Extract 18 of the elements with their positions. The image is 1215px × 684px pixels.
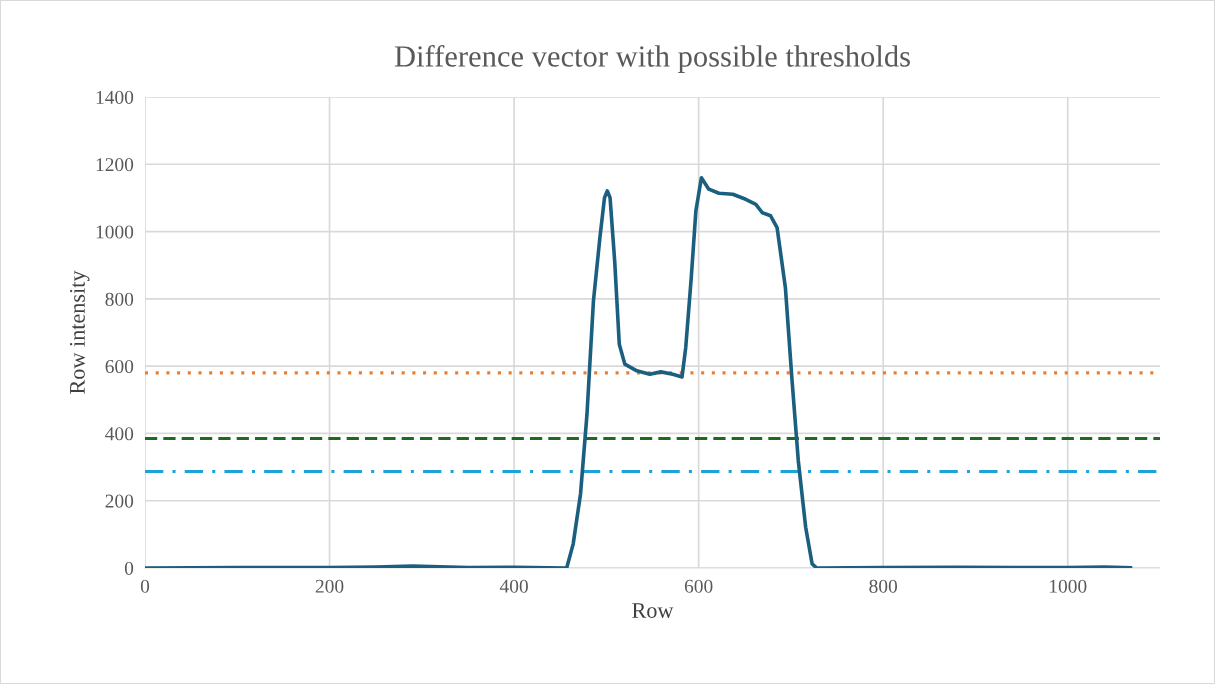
x-tick-label: 800	[869, 579, 898, 593]
x-tick-label: 1000	[1049, 579, 1087, 593]
x-tick-label: 600	[684, 579, 713, 593]
y-tick-label: 1200	[96, 158, 134, 172]
line-series	[145, 175, 1133, 568]
x-tick-label: 0	[140, 579, 150, 593]
y-tick-label: 0	[124, 561, 134, 575]
y-tick-label: 600	[105, 359, 134, 374]
x-tick-label: 400	[499, 579, 528, 593]
y-tick-label: 200	[105, 494, 134, 508]
y-tick-label: 400	[105, 427, 134, 441]
x-axis-title: Row	[632, 603, 674, 618]
y-tick-label: 1000	[96, 225, 134, 239]
y-tick-label: 800	[105, 292, 134, 306]
y-tick-label: 1400	[96, 90, 134, 104]
x-tick-label: 200	[315, 579, 344, 593]
chart-title: Difference vector with possible thresholds	[394, 44, 910, 73]
y-axis-title: Row intensity	[69, 270, 90, 394]
